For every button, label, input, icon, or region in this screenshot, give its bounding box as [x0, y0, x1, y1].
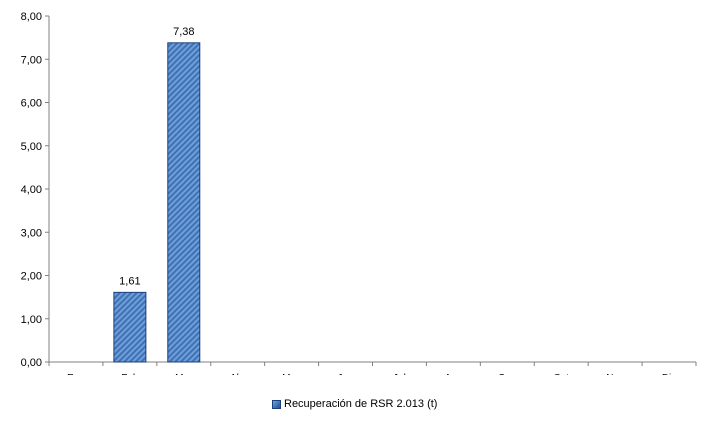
bar	[167, 42, 201, 363]
legend-label: Recuperación de RSR 2.013 (t)	[284, 398, 438, 410]
y-tick-label: 2,00	[21, 271, 42, 283]
x-tick-label: Jun	[337, 373, 353, 375]
x-tick-label: May	[282, 373, 301, 375]
bar	[113, 291, 147, 363]
data-label: 1,61	[119, 275, 140, 287]
y-tick-label: 0,00	[21, 357, 42, 369]
x-tick-label: Mar	[175, 373, 193, 375]
x-tick-label: Ago	[444, 373, 462, 375]
y-tick-label: 3,00	[21, 227, 42, 239]
y-tick-label: 8,00	[21, 11, 42, 23]
legend: Recuperación de RSR 2.013 (t)	[272, 398, 437, 410]
y-tick-label: 1,00	[21, 314, 42, 326]
x-tick-label: Jul	[393, 373, 406, 375]
x-tick-label: Abr	[230, 373, 246, 375]
x-tick-label: Oct	[553, 373, 569, 375]
x-tick-label: Nov	[606, 373, 624, 375]
data-label: 7,38	[173, 26, 194, 38]
y-tick-label: 7,00	[21, 54, 42, 66]
x-tick-label: Sep	[498, 373, 516, 375]
x-tick-label: Feb	[121, 373, 139, 375]
bar-chart: 0,00 1,00 2,00 3,00 4,00 5,00 6,00 7,00 8,00 Ene F…	[21, 11, 697, 375]
x-tick-label: Dic	[662, 373, 676, 375]
x-tick-label: Ene	[67, 373, 85, 375]
y-tick-label: 5,00	[21, 141, 42, 153]
y-tick-label: 6,00	[21, 98, 42, 110]
y-tick-label: 4,00	[21, 184, 42, 196]
legend-swatch	[272, 399, 281, 409]
